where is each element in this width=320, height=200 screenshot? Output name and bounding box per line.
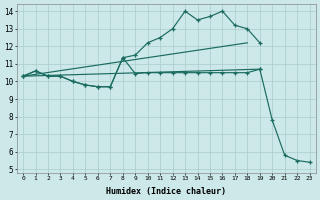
X-axis label: Humidex (Indice chaleur): Humidex (Indice chaleur) (106, 187, 226, 196)
